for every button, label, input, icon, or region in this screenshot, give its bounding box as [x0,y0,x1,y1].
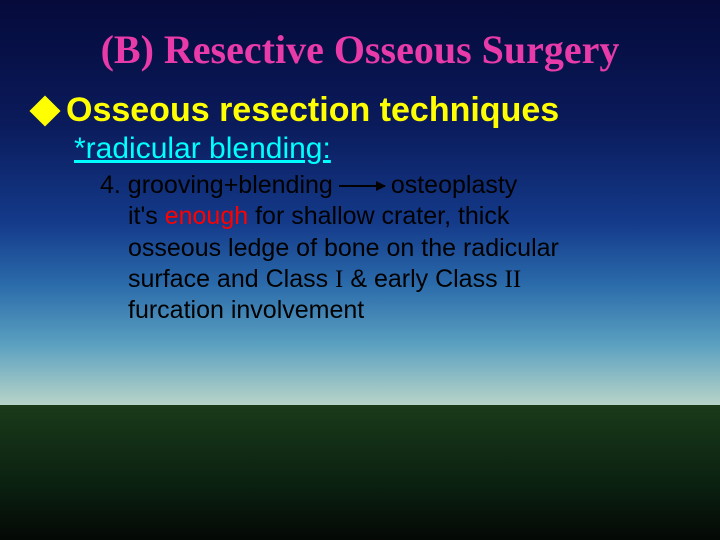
heading-row: Osseous resection techniques [34,91,690,130]
body-line-2: it's enough for shallow crater, thick [128,201,690,232]
text-fragment: for shallow crater, thick [248,202,509,230]
text-fragment: & early Class [343,265,504,293]
body-line-1: 4. grooving+blending osteoplasty [100,170,690,201]
arrow-icon [339,185,385,187]
text-fragment: it's [128,202,165,230]
body-line-4: surface and Class I & early Class II [128,264,690,295]
subheading: *radicular blending: [74,132,690,166]
roman-numeral: II [505,266,522,293]
text-emphasis: enough [165,202,248,230]
text-fragment: 4. grooving+blending [100,170,333,201]
body-text: 4. grooving+blending osteoplasty it's en… [100,170,690,326]
slide-title: (B) Resective Osseous Surgery [30,26,690,73]
bullet-diamond-icon [29,95,60,126]
section-heading: Osseous resection techniques [66,91,559,130]
body-line-5: furcation involvement [128,295,690,326]
slide-content: (B) Resective Osseous Surgery Osseous re… [0,0,720,540]
body-line-3: osseous ledge of bone on the radicular [128,233,690,264]
slide: (B) Resective Osseous Surgery Osseous re… [0,0,720,540]
text-fragment: surface and Class [128,265,335,293]
text-fragment: osteoplasty [391,170,517,201]
